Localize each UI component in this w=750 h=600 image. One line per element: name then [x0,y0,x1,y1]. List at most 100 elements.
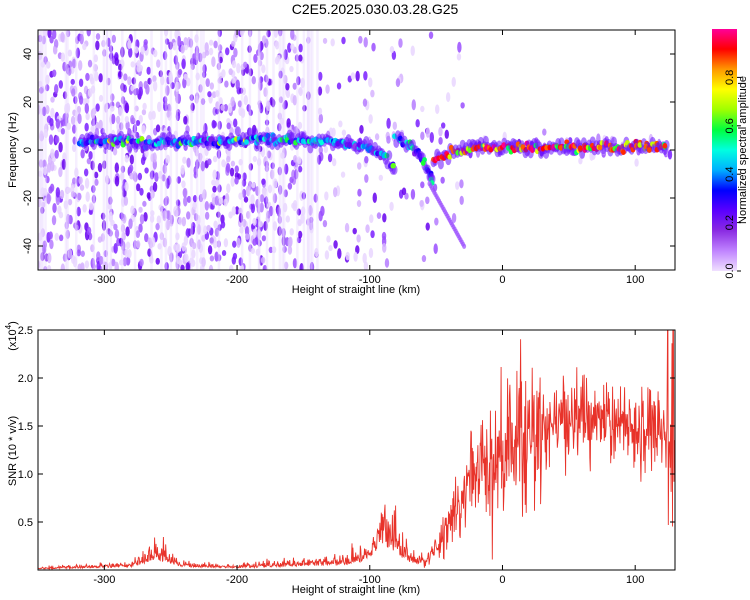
noise-speckle [372,192,377,203]
noise-speckle [233,118,238,128]
noise-speckle [280,152,285,159]
noise-speckle [51,69,57,78]
noise-speckle [118,259,124,266]
noise-speckle [77,192,82,201]
noise-speckle [138,223,143,233]
noise-speckle [289,65,294,73]
noise-speckle [359,124,364,134]
noise-speckle [197,152,203,163]
noise-speckle [238,257,243,266]
noise-speckle [204,200,210,211]
noise-speckle [282,245,287,253]
noise-speckle [90,125,95,133]
noise-speckle [287,245,293,255]
noise-speckle [421,255,427,263]
noise-streak [164,30,168,270]
noise-speckle [425,222,430,231]
noise-speckle [298,88,303,95]
noise-speckle [278,70,283,79]
noise-speckle [266,150,272,159]
noise-speckle [202,189,207,200]
noise-speckle [298,43,303,53]
snr-x-ticks: -300 -200 -100 0 100 [93,330,644,586]
noise-speckle [451,76,456,87]
noise-speckle [52,46,58,55]
noise-speckle [152,152,157,163]
noise-speckle [82,43,87,51]
noise-speckle [180,164,185,175]
noise-speckle [58,80,63,89]
noise-speckle [50,96,55,103]
noise-speckle [234,206,240,215]
noise-speckle [221,69,226,78]
noise-speckle [204,211,210,220]
noise-speckle [38,34,43,43]
noise-speckle [102,160,107,170]
noise-speckle [350,72,356,80]
noise-speckle [130,61,135,68]
noise-speckle [82,203,87,213]
noise-speckle [244,226,250,237]
noise-speckle [298,54,303,62]
noise-speckle [72,124,77,134]
noise-speckle [168,74,174,85]
page-title: C2E5.2025.030.03.28.G25 [291,1,459,17]
noise-speckle [293,126,299,135]
noise-speckle [108,45,114,53]
noise-speckle [94,178,99,186]
noise-speckle [124,154,129,163]
spectrogram-y-tick-label: -20 [22,190,34,206]
noise-speckle [228,211,233,219]
noise-speckle [456,53,462,61]
noise-speckle [193,171,198,179]
noise-speckle [94,71,99,82]
noise-speckle [130,114,135,125]
noise-speckle [164,38,170,45]
noise-speckle [455,181,460,190]
noise-speckle [167,110,172,117]
noise-speckle [39,86,44,94]
noise-speckle [144,167,149,174]
noise-speckle [256,203,262,214]
noise-speckle [306,36,311,44]
snr-x-tick-label: 0 [499,574,505,586]
noise-speckle [127,40,132,50]
noise-speckle [181,216,187,227]
noise-speckle [41,35,47,45]
noise-speckle [163,100,168,112]
noise-speckle [425,127,431,138]
noise-speckle [182,156,187,164]
noise-streak [316,30,319,270]
noise-speckle [145,84,150,95]
noise-speckle [341,36,346,45]
noise-speckle [153,49,158,58]
noise-speckle [208,47,214,56]
noise-speckle [79,184,85,191]
spectrogram-x-tick-label: -300 [93,274,115,286]
noise-speckle [218,56,223,64]
noise-speckle [290,43,295,51]
noise-speckle [101,39,106,48]
noise-speckle [248,163,254,171]
noise-speckle [337,248,342,259]
noise-speckle [155,124,161,133]
noise-speckle [38,50,43,61]
noise-speckle [186,157,191,168]
noise-speckle [332,187,338,198]
noise-speckle [231,60,237,69]
noise-speckle [111,34,117,44]
noise-speckle [95,40,100,51]
noise-speckle [129,172,134,180]
noise-speckle [296,156,302,165]
noise-streak [75,30,78,270]
noise-speckle [229,264,234,270]
noise-speckle [244,233,250,240]
noise-speckle [382,213,387,223]
noise-speckle [135,230,141,239]
spectrogram-y-tick-label: -40 [22,238,34,254]
noise-speckle [95,33,101,41]
noise-speckle [216,149,222,159]
noise-speckle [186,195,192,203]
noise-speckle [277,123,282,132]
noise-speckle [146,66,151,75]
